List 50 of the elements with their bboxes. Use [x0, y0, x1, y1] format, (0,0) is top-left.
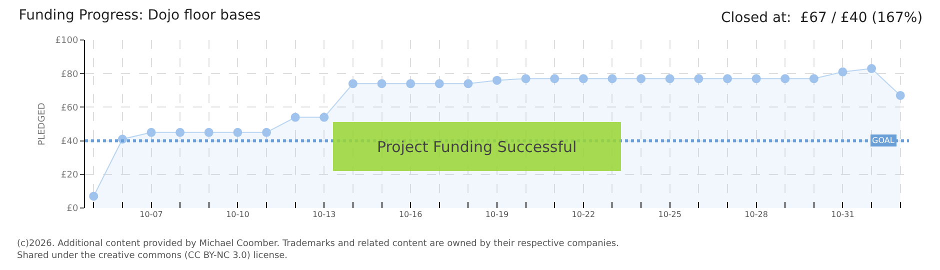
point [377, 79, 386, 88]
x-tick-label: 10-10 [226, 210, 250, 219]
point [406, 79, 416, 88]
point [146, 128, 156, 137]
point [608, 74, 617, 84]
point [867, 64, 876, 74]
text: Shared under the creative commons (CC BY-NC 3.0) license. [17, 251, 288, 261]
point [752, 74, 761, 84]
point [89, 192, 98, 201]
point [722, 74, 732, 84]
y-tick-label: £0 [66, 204, 78, 214]
point [550, 74, 560, 84]
point [233, 128, 242, 137]
y-tick-label: £20 [61, 170, 78, 181]
y-tick-label: £40 [61, 136, 78, 147]
point [262, 128, 272, 137]
point [521, 74, 530, 84]
point [434, 79, 444, 88]
point [348, 79, 358, 88]
x-tick-label: 10-22 [572, 210, 596, 219]
x-tick-label: 10-25 [658, 210, 682, 219]
point [578, 74, 588, 84]
point [809, 74, 818, 84]
x-tick-label: 10-07 [140, 210, 163, 219]
chart-title: Funding Progress: Dojo floor bases [18, 7, 261, 24]
y-axis-title: PLEDGED [38, 102, 48, 146]
point [636, 74, 646, 84]
x-tick-label: 10-19 [485, 210, 509, 219]
point [780, 74, 790, 84]
point [694, 74, 704, 84]
point [204, 128, 214, 137]
point [896, 90, 905, 100]
point [290, 112, 300, 122]
point [176, 128, 185, 137]
point [665, 74, 674, 84]
point [320, 112, 329, 122]
y-tick-label: £60 [61, 103, 78, 114]
chart-subtitle: Closed at: £67 / £40 (167%) [721, 10, 923, 26]
point [492, 76, 502, 85]
success-banner: Project Funding Successful [332, 122, 621, 172]
x-tick-label: 10-13 [312, 210, 336, 219]
y-tick-label: £100 [55, 36, 78, 46]
x-tick-label: 10-31 [831, 210, 854, 219]
x-tick-label: 10-16 [398, 210, 422, 219]
text: (c)2026. Additional content provided by Michael Coomber. Trademarks and related content are owned by their respective companies. [17, 239, 619, 249]
point [464, 79, 473, 88]
y-tick-label: £80 [61, 70, 78, 80]
ref-line-label: GOAL [872, 136, 895, 145]
x-tick-label: 10-28 [744, 210, 768, 219]
point [838, 67, 848, 76]
